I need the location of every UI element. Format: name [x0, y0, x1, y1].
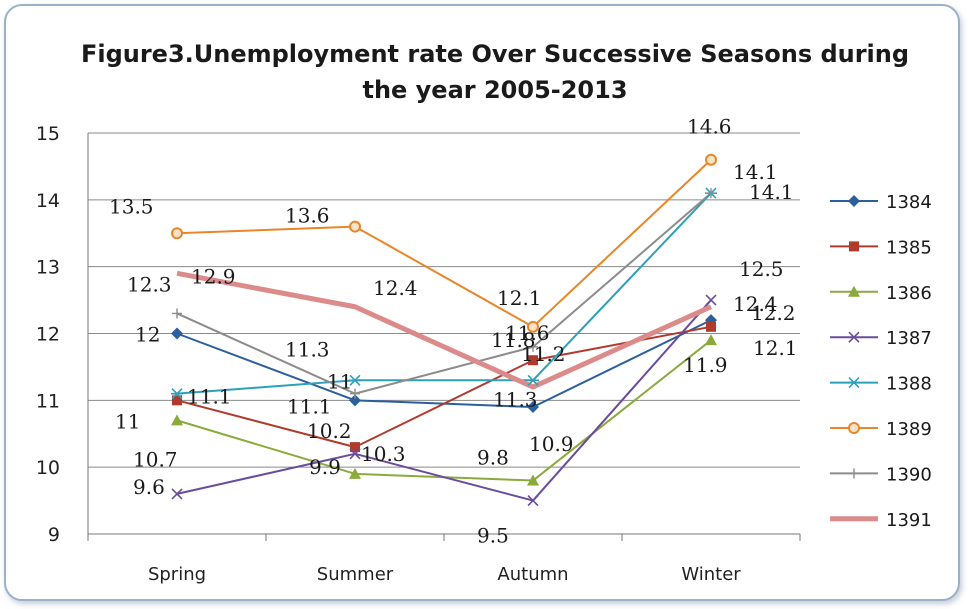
legend-marker-1384 — [848, 195, 860, 207]
data-point-1388 — [171, 388, 183, 400]
legend-marker-1386 — [848, 285, 860, 297]
x-tick-label: Autumn — [497, 564, 568, 585]
data-label-1390: 11.1 — [287, 395, 332, 419]
data-point-1387 — [349, 448, 361, 460]
data-point-1384 — [349, 394, 361, 407]
data-label-1384: 10.9 — [529, 432, 574, 456]
data-label-1384: 11 — [327, 369, 352, 393]
data-point-1385 — [528, 355, 538, 366]
series-line-1385 — [176, 325, 712, 449]
y-tick-label: 14 — [36, 190, 60, 212]
data-label-1391: 12.4 — [733, 292, 778, 316]
data-point-1384 — [527, 401, 539, 414]
data-label-1388: 14.1 — [733, 160, 778, 184]
series-line-1388 — [176, 192, 712, 395]
legend-label-1384: 1384 — [886, 192, 932, 213]
x-tick-label: Summer — [317, 564, 394, 585]
data-label-1385: 12.1 — [753, 336, 798, 360]
data-label-1387: 9.6 — [133, 475, 165, 499]
data-point-1386 — [705, 334, 717, 346]
data-point-1390 — [706, 188, 716, 199]
legend-label-1386: 1386 — [886, 283, 932, 304]
x-tick-label: Spring — [148, 564, 206, 585]
data-label-1384: 12 — [135, 323, 160, 347]
data-label-1390: 14.1 — [749, 180, 794, 204]
data-point-1386 — [527, 474, 539, 486]
y-tick-label: 15 — [36, 123, 60, 145]
chart-title-line-2: the year 2005-2013 — [362, 76, 628, 104]
legend-marker-1385 — [849, 241, 859, 252]
data-point-1385 — [172, 395, 182, 406]
data-label-1385: 11 — [115, 409, 140, 433]
data-label-1385: 11.6 — [505, 321, 550, 345]
data-label-1389: 14.6 — [687, 115, 732, 139]
y-tick-label: 11 — [36, 390, 60, 412]
data-label-1390: 12.3 — [127, 272, 172, 296]
data-label-1386: 9.9 — [309, 455, 341, 479]
data-point-1388 — [527, 374, 539, 386]
data-point-1387 — [705, 294, 717, 306]
data-point-1385 — [706, 321, 716, 332]
data-label-1389: 12.1 — [497, 286, 542, 310]
data-label-1389: 13.6 — [285, 204, 330, 228]
data-label-1390: 11.8 — [491, 328, 536, 352]
data-label-1386: 9.8 — [477, 446, 509, 470]
data-label-1391: 12.9 — [191, 264, 236, 288]
data-label-1387: 9.5 — [477, 524, 509, 548]
data-point-1390 — [528, 341, 538, 352]
series-line-1391 — [176, 270, 713, 390]
legend-label-1389: 1389 — [886, 419, 932, 440]
data-point-1386 — [349, 467, 361, 479]
data-label-1384: 12.2 — [751, 301, 796, 325]
y-tick-label: 12 — [36, 324, 60, 346]
chart-title-line-1: Figure3.Unemployment rate Over Successiv… — [80, 40, 910, 68]
legend-marker-1387 — [848, 331, 860, 343]
data-label-1388: 11.1 — [187, 385, 232, 409]
y-tick-label: 10 — [36, 457, 60, 479]
chart-frame — [4, 4, 960, 601]
data-label-1386: 10.7 — [133, 447, 178, 471]
data-label-1388: 11.3 — [493, 387, 538, 411]
series-line-1390 — [176, 192, 712, 395]
data-point-1389 — [705, 153, 717, 166]
legend-label-1388: 1388 — [886, 374, 932, 395]
series-line-1387 — [176, 299, 712, 502]
data-point-1389 — [527, 320, 539, 333]
data-point-1388 — [349, 374, 361, 386]
y-tick-label: 13 — [36, 257, 60, 279]
data-label-1385: 10.3 — [361, 442, 406, 466]
data-point-1389 — [171, 227, 183, 240]
x-tick-label: Winter — [681, 564, 741, 585]
data-point-1390 — [172, 308, 182, 319]
data-label-1387: 10.2 — [307, 419, 352, 443]
data-label-1388: 11.3 — [285, 337, 330, 361]
data-point-1389 — [349, 220, 361, 233]
legend-label-1387: 1387 — [886, 328, 932, 349]
data-point-1387 — [171, 488, 183, 500]
data-label-1391: 12.4 — [373, 276, 418, 300]
data-point-1385 — [350, 442, 360, 453]
series-line-1389 — [176, 159, 712, 328]
data-label-1387: 12.5 — [739, 257, 784, 281]
data-point-1387 — [527, 495, 539, 507]
legend-marker-1390 — [849, 468, 859, 479]
data-point-1390 — [350, 388, 360, 399]
legend-label-1391: 1391 — [886, 510, 932, 531]
data-point-1386 — [171, 414, 183, 426]
legend-marker-1389 — [848, 422, 860, 434]
y-tick-label: 9 — [48, 524, 60, 546]
legend-marker-1388 — [848, 377, 860, 389]
legend-label-1385: 1385 — [886, 237, 932, 258]
data-label-1389: 13.5 — [109, 194, 154, 218]
legend-label-1390: 1390 — [886, 464, 932, 485]
data-point-1384 — [171, 327, 183, 340]
data-label-1386: 11.9 — [683, 353, 728, 377]
series-line-1386 — [176, 339, 712, 482]
data-label-1391: 11.2 — [521, 342, 566, 366]
